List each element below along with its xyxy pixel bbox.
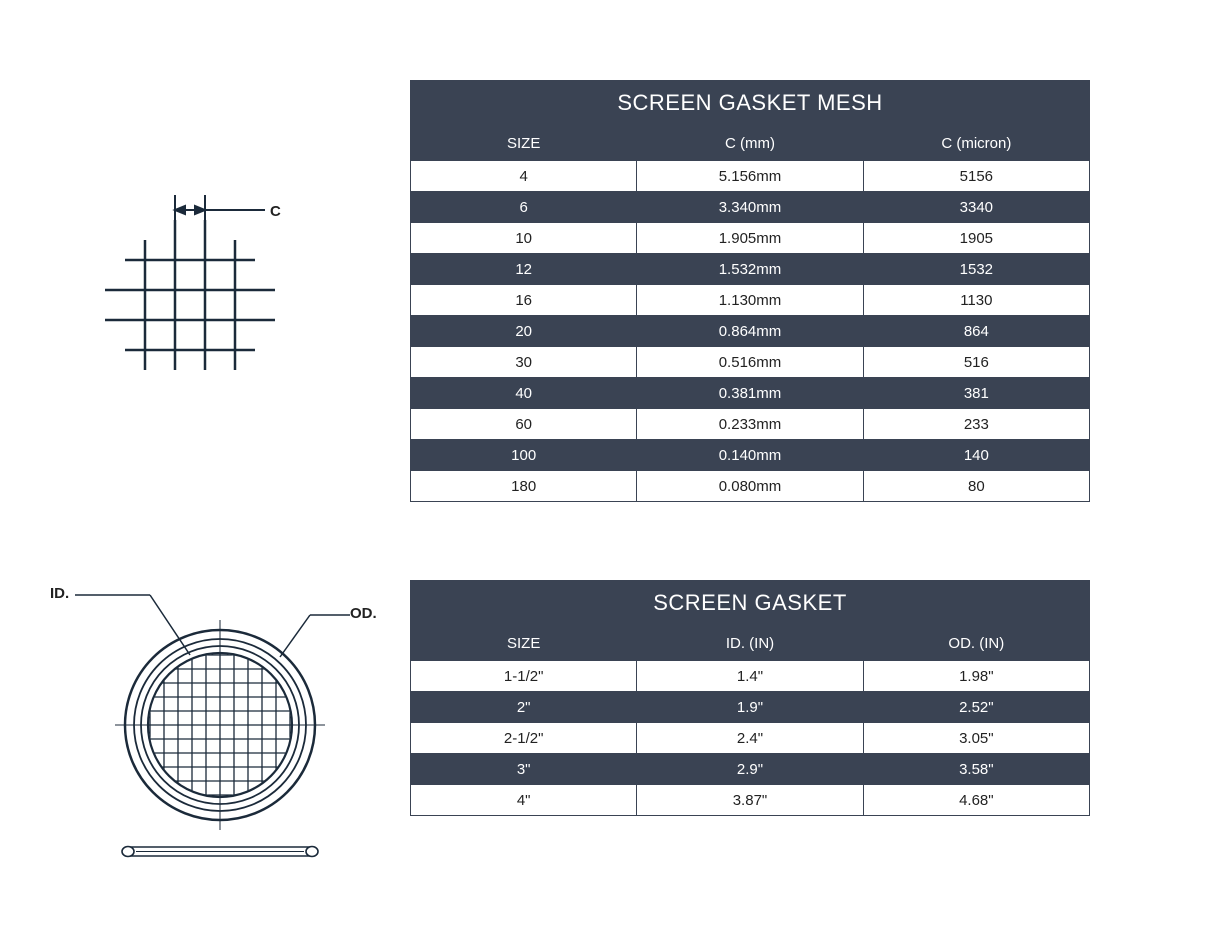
table-row: 2"1.9"2.52" [411,692,1090,723]
mesh-diagram-svg [95,195,305,375]
gasket-col-size: SIZE [411,626,637,661]
table-row: 1-1/2"1.4"1.98" [411,661,1090,692]
table-row: 600.233mm233 [411,409,1090,440]
dimension-c-label: C [270,203,281,220]
table-row: 121.532mm1532 [411,254,1090,285]
table-row: 63.340mm3340 [411,192,1090,223]
mesh-table: SCREEN GASKET MESH SIZE C (mm) C (micron… [410,80,1090,502]
table-row: 200.864mm864 [411,316,1090,347]
gasket-table: SCREEN GASKET SIZE ID. (IN) OD. (IN) 1-1… [410,580,1090,816]
gasket-diagram: ID. OD. [50,575,370,875]
table-row: 1800.080mm80 [411,471,1090,502]
gasket-table-title: SCREEN GASKET [411,581,1090,626]
table-row: 45.156mm5156 [411,161,1090,192]
gasket-table-body: 1-1/2"1.4"1.98" 2"1.9"2.52" 2-1/2"2.4"3.… [411,661,1090,816]
mesh-col-size: SIZE [411,126,637,161]
table-row: 161.130mm1130 [411,285,1090,316]
mesh-diagram: C [95,195,305,375]
mesh-col-cmm: C (mm) [637,126,863,161]
mesh-table-body: 45.156mm5156 63.340mm3340 101.905mm1905 … [411,161,1090,502]
table-row: 2-1/2"2.4"3.05" [411,723,1090,754]
gasket-col-id: ID. (IN) [637,626,863,661]
gasket-diagram-svg [50,575,370,875]
table-row: 101.905mm1905 [411,223,1090,254]
table-row: 1000.140mm140 [411,440,1090,471]
table-row: 300.516mm516 [411,347,1090,378]
mesh-table-title: SCREEN GASKET MESH [411,81,1090,126]
gasket-col-od: OD. (IN) [863,626,1089,661]
dimension-id-label: ID. [50,585,69,602]
dimension-od-label: OD. [350,605,377,622]
table-row: 3"2.9"3.58" [411,754,1090,785]
table-row: 400.381mm381 [411,378,1090,409]
mesh-col-micron: C (micron) [863,126,1089,161]
table-row: 4"3.87"4.68" [411,785,1090,816]
